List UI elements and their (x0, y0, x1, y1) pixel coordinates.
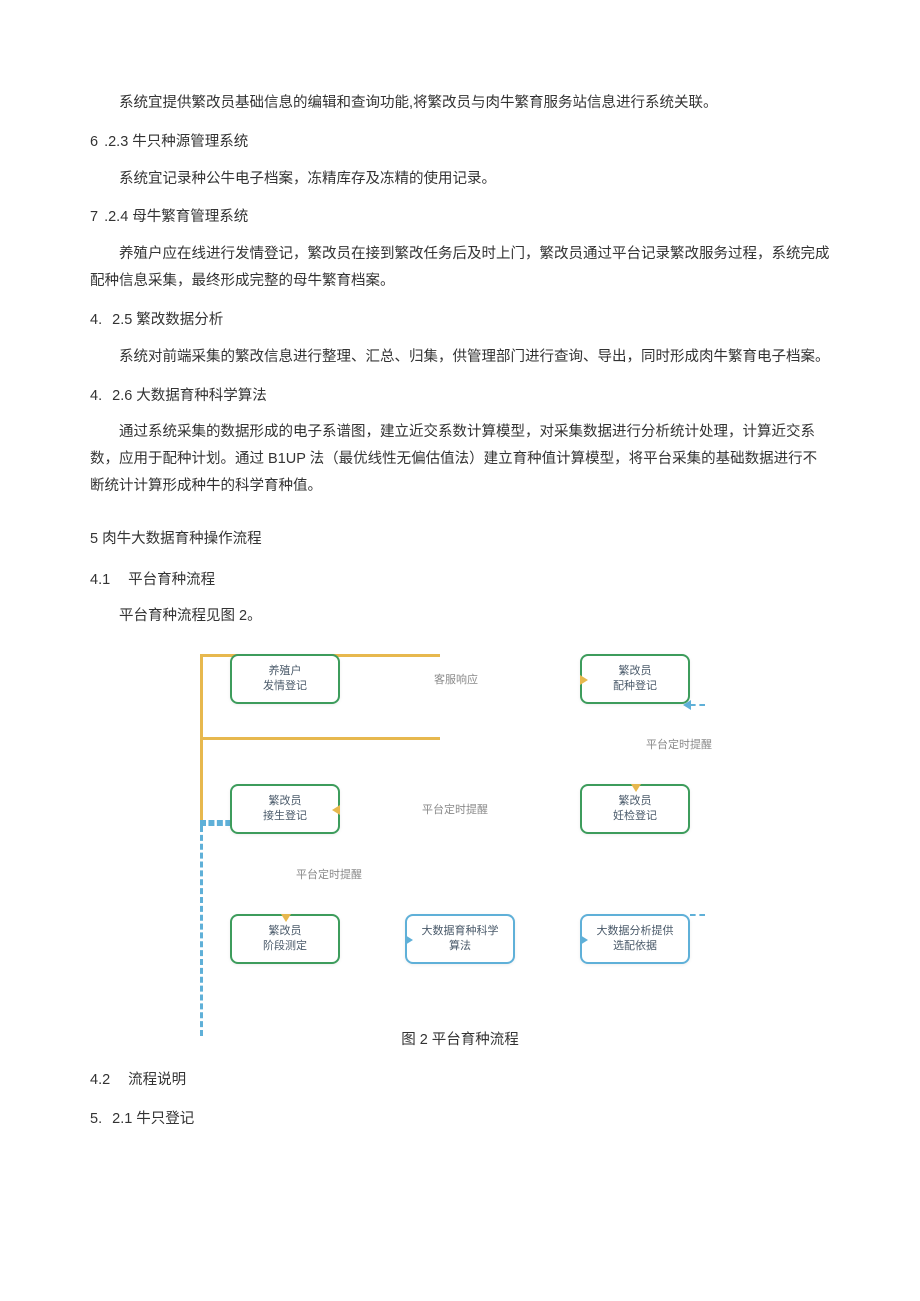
heading-number: 5. (90, 1111, 102, 1127)
flow-edge-label: 客服响应 (432, 671, 480, 687)
flow-edge-label: 平台定时提醒 (420, 801, 490, 817)
heading-text: 2.6 大数据育种科学算法 (112, 388, 267, 404)
heading-text: .2.3 牛只种源管理系统 (104, 134, 248, 150)
heading-7-2-4: 7 .2.4 母牛繁育管理系统 (90, 204, 830, 231)
subsection-number: 4.2 (90, 1072, 110, 1088)
subsection-text: 流程说明 (128, 1072, 186, 1088)
flow-edge-label: 平台定时提醒 (644, 736, 714, 752)
heading-text: 2.5 繁改数据分析 (112, 312, 223, 328)
flow-node-n1: 养殖户发情登记 (230, 654, 340, 704)
subsection-text: 平台育种流程 (128, 572, 215, 588)
heading-5-2-1: 5. 2.1 牛只登记 (90, 1106, 830, 1133)
flow-edge-label: 平台定时提醒 (294, 866, 364, 882)
heading-4-2-5: 4. 2.5 繁改数据分析 (90, 307, 830, 334)
paragraph: 系统对前端采集的繁改信息进行整理、汇总、归集，供管理部门进行查询、导出，同时形成… (90, 344, 830, 371)
document-page: 系统宜提供繁改员基础信息的编辑和查询功能,将繁改员与肉牛繁育服务站信息进行系统关… (0, 0, 920, 1183)
flow-node-n3: 繁改员接生登记 (230, 784, 340, 834)
paragraph: 养殖户应在线进行发情登记，繁改员在接到繁改任务后及时上门，繁改员通过平台记录繁改… (90, 241, 830, 295)
heading-number: 7 (90, 209, 98, 225)
heading-text: 2.1 牛只登记 (112, 1111, 194, 1127)
heading-number: 4. (90, 388, 102, 404)
flowchart: 养殖户发情登记繁改员配种登记繁改员接生登记繁改员妊检登记繁改员阶段测定大数据育种… (200, 654, 720, 1014)
subsection-4-2: 4.2 流程说明 (90, 1067, 830, 1094)
heading-6-2-3: 6 .2.3 牛只种源管理系统 (90, 129, 830, 156)
flow-node-n7: 大数据分析提供选配依据 (580, 914, 690, 964)
flow-node-n2: 繁改员配种登记 (580, 654, 690, 704)
subsection-number: 4.1 (90, 572, 110, 588)
paragraph: 系统宜记录种公牛电子档案，冻精库存及冻精的使用记录。 (90, 166, 830, 193)
heading-number: 4. (90, 312, 102, 328)
heading-4-2-6: 4. 2.6 大数据育种科学算法 (90, 383, 830, 410)
heading-number: 6 (90, 134, 98, 150)
paragraph: 系统宜提供繁改员基础信息的编辑和查询功能,将繁改员与肉牛繁育服务站信息进行系统关… (90, 90, 830, 117)
subsection-4-1: 4.1 平台育种流程 (90, 567, 830, 594)
flow-node-n6: 大数据育种科学算法 (405, 914, 515, 964)
heading-text: .2.4 母牛繁育管理系统 (104, 209, 248, 225)
figure-2: 养殖户发情登记繁改员配种登记繁改员接生登记繁改员妊检登记繁改员阶段测定大数据育种… (90, 654, 830, 1014)
paragraph: 平台育种流程见图 2。 (90, 603, 830, 630)
paragraph: 通过系统采集的数据形成的电子系谱图，建立近交系数计算模型，对采集数据进行分析统计… (90, 419, 830, 499)
section-5-title: 5 肉牛大数据育种操作流程 (90, 526, 830, 553)
